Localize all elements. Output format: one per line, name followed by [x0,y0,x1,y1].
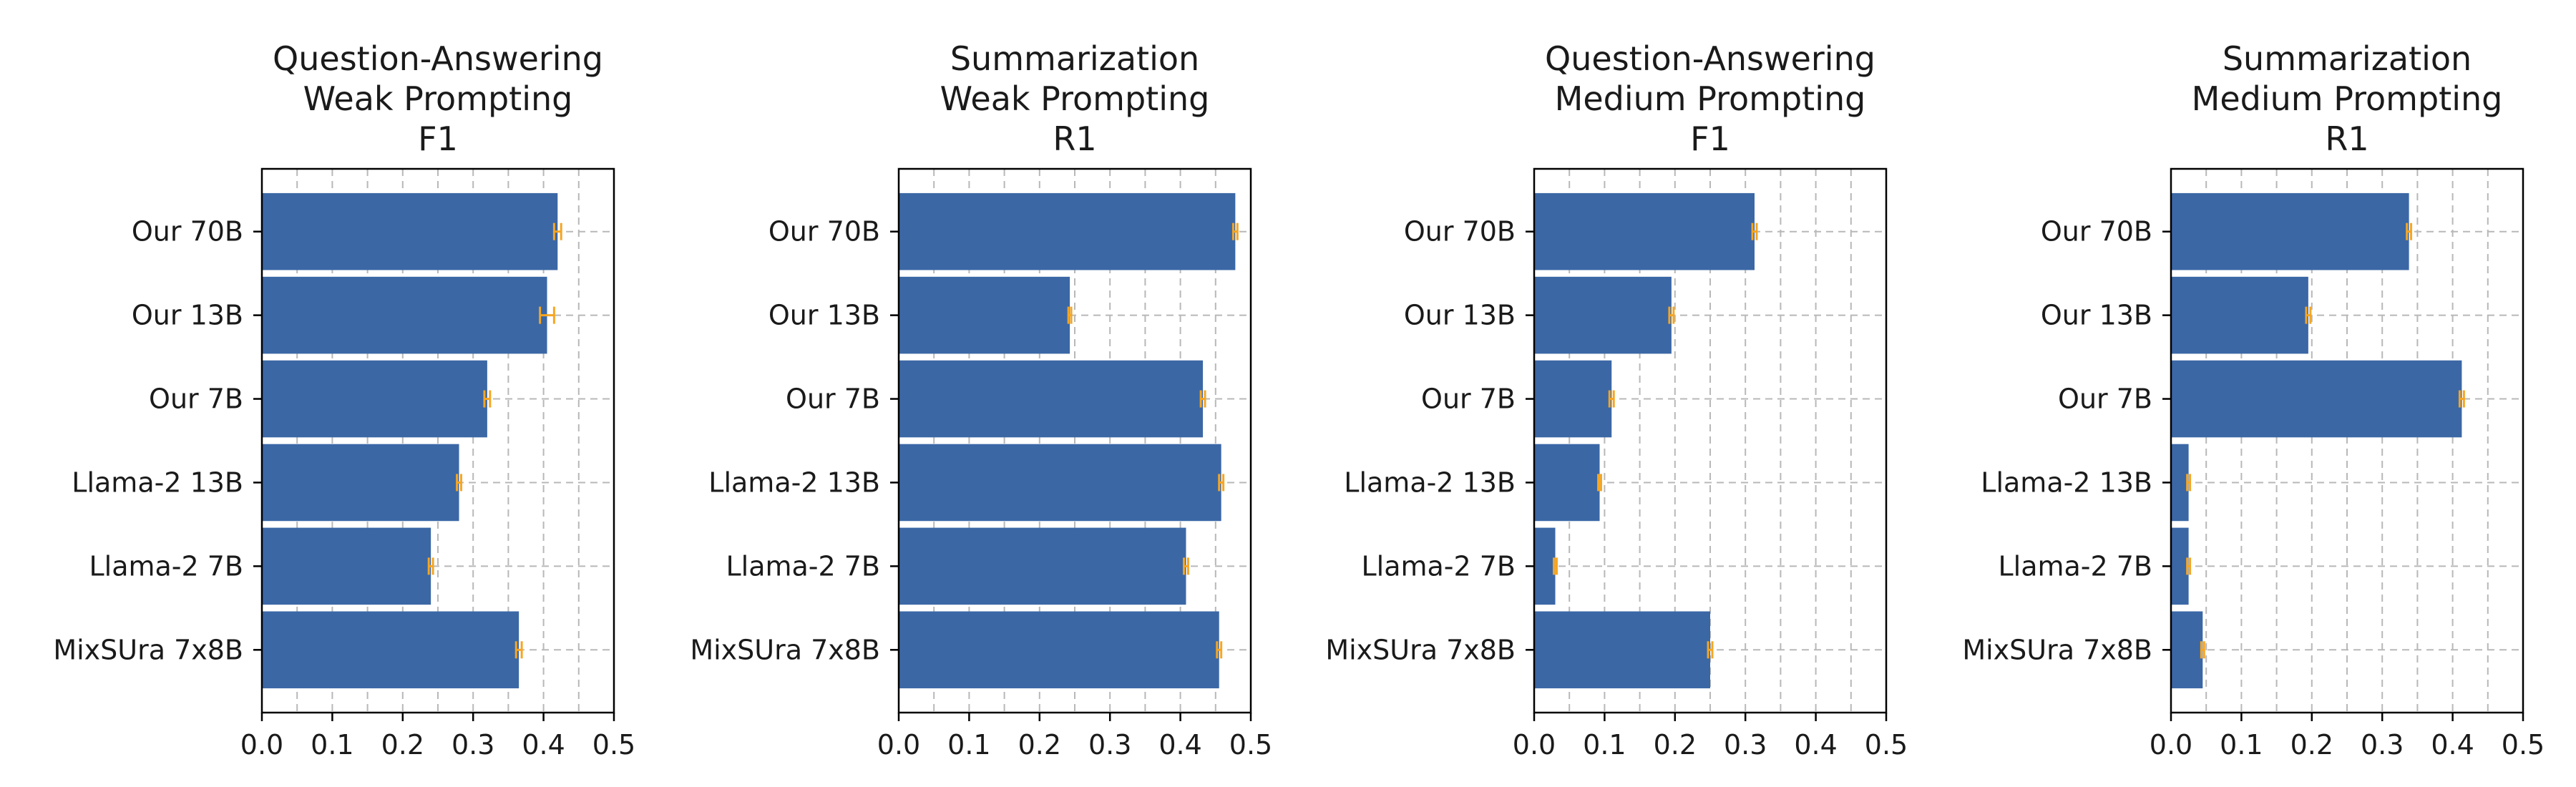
chart-title: Medium Prompting [2192,79,2503,118]
y-tick-label: Our 70B [132,216,243,248]
x-tick-label: 0.3 [452,729,494,761]
y-tick-label: MixSUra 7x8B [53,634,243,665]
x-tick-label: 0.2 [1654,729,1697,761]
bar-llama-2-13b [1534,444,1600,522]
bar-our-70b [1534,192,1755,270]
bar-mixsura-7x8b [262,611,519,689]
y-tick-label: MixSUra 7x8B [1325,634,1516,665]
y-tick-label: Our 7B [786,383,880,415]
x-tick-label: 0.4 [1158,729,1201,761]
plot-frame [260,167,615,714]
bar-our-13b [1534,276,1672,354]
chart-title: Summarization [2223,39,2472,78]
y-tick-label: Our 70B [2041,216,2152,248]
plot-frame [897,167,1252,714]
bar-our-13b [262,276,547,354]
bar-llama-2-7b [899,527,1186,605]
x-tick-label: 0.1 [311,729,353,761]
y-tick-label: Our 7B [149,383,243,415]
x-tick-label: 0.5 [1865,729,1908,761]
bar-our-70b [2171,192,2409,270]
bar-llama-2-7b [2171,527,2189,605]
plot-frame [1533,167,1888,714]
x-tick-label: 0.4 [2431,729,2474,761]
bar-llama-2-13b [2171,444,2189,522]
y-tick-label: Our 13B [769,300,880,331]
chart-title: Medium Prompting [1555,79,1866,118]
y-tick-label: Llama-2 7B [1361,550,1516,582]
y-tick-label: Llama-2 13B [1344,466,1516,498]
bar-our-70b [899,192,1236,270]
y-tick-label: Llama-2 13B [708,466,880,498]
bar-our-7b [2171,360,2462,438]
bar-mixsura-7x8b [1534,611,1710,689]
bar-our-70b [262,192,558,270]
y-tick-label: MixSUra 7x8B [690,634,880,665]
bar-llama-2-7b [262,527,431,605]
bar-llama-2-13b [899,444,1221,522]
chart-title: Summarization [950,39,1199,78]
y-tick-label: Our 70B [769,216,880,248]
bar-our-7b [1534,360,1612,438]
y-tick-label: Our 13B [2041,300,2152,331]
bar-llama-2-7b [1534,527,1556,605]
chart-title: Question-Answering [273,39,603,78]
chart-panel-0: Our 70B Our 13B Our 7B Llama-2 13B Llama-2 7… [53,39,635,761]
y-tick-label: Llama-2 7B [726,550,880,582]
plot-frame [2170,167,2524,714]
bar-our-13b [2171,276,2308,354]
x-tick-label: 0.4 [1794,729,1837,761]
y-tick-label: Our 13B [1404,300,1516,331]
x-tick-label: 0.1 [947,729,990,761]
chart-title: Question-Answering [1545,39,1875,78]
x-tick-label: 0.5 [2502,729,2545,761]
x-tick-label: 0.3 [2361,729,2404,761]
y-tick-label: Llama-2 7B [89,550,243,582]
x-tick-label: 0.5 [1229,729,1272,761]
bar-our-7b [262,360,487,438]
y-tick-label: MixSUra 7x8B [1962,634,2152,665]
x-tick-label: 0.2 [2290,729,2333,761]
bar-mixsura-7x8b [2171,611,2203,689]
chart-panel-1: Our 70B Our 13B Our 7B Llama-2 13B Llama-2 7… [690,39,1272,761]
x-tick-label: 0.2 [1018,729,1061,761]
x-tick-label: 0.0 [1513,729,1556,761]
chart-title: Weak Prompting [940,79,1210,118]
x-tick-label: 0.4 [522,729,565,761]
x-tick-label: 0.0 [2150,729,2192,761]
x-tick-label: 0.3 [1724,729,1767,761]
chart-panel-2: Our 70B Our 13B Our 7B Llama-2 13B Llama-2 7… [1325,39,1908,761]
y-tick-label: Our 13B [132,300,243,331]
y-tick-label: Our 70B [1404,216,1516,248]
x-tick-label: 0.5 [592,729,635,761]
chart-title: Weak Prompting [303,79,573,118]
bar-llama-2-13b [262,444,459,522]
chart-title: R1 [1053,119,1096,158]
y-tick-label: Llama-2 7B [1998,550,2152,582]
bar-mixsura-7x8b [899,611,1219,689]
y-tick-label: Our 7B [2058,383,2152,415]
chart-panel-3: Our 70B Our 13B Our 7B Llama-2 13B Llama-2 7… [1962,39,2545,761]
x-tick-label: 0.0 [877,729,920,761]
chart-title: F1 [418,119,458,158]
bar-our-13b [899,276,1070,354]
x-tick-label: 0.2 [381,729,424,761]
chart-title: F1 [1690,119,1730,158]
y-tick-label: Llama-2 13B [72,466,243,498]
x-tick-label: 0.3 [1088,729,1131,761]
y-tick-label: Our 7B [1421,383,1516,415]
y-tick-label: Llama-2 13B [1981,466,2152,498]
x-tick-label: 0.1 [1583,729,1626,761]
x-tick-label: 0.0 [240,729,283,761]
chart-title: R1 [2325,119,2368,158]
bar-our-7b [899,360,1204,438]
x-tick-label: 0.1 [2220,729,2263,761]
